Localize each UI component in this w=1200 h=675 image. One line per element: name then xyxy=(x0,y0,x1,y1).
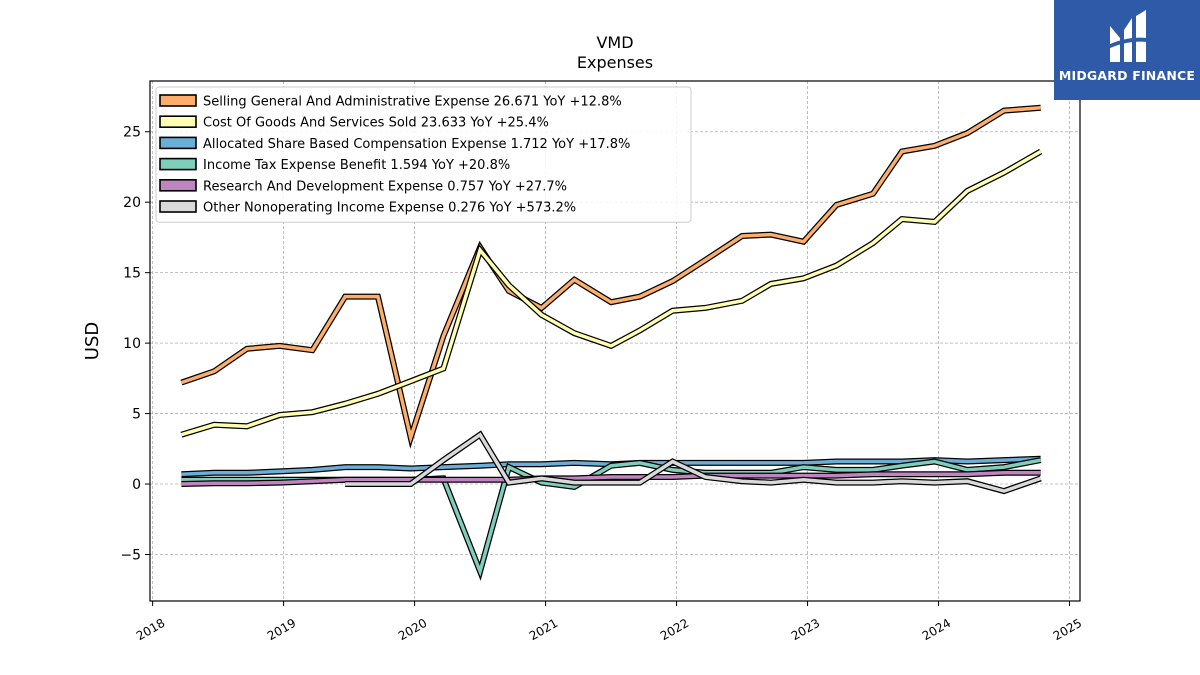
series-lines xyxy=(180,104,1043,581)
series-line-stroke xyxy=(345,432,1042,493)
chart-title: VMD xyxy=(596,33,633,52)
legend-swatch xyxy=(159,115,197,128)
series-line-5 xyxy=(181,469,1041,487)
legend: Selling General And Administrative Expen… xyxy=(155,86,692,223)
midgard-finance-logo: MIDGARD FINANCE xyxy=(1054,0,1200,100)
y-tick-label: 10 xyxy=(123,336,141,352)
series-line-stroke xyxy=(180,149,1042,437)
plot-frame xyxy=(149,80,1081,602)
series-line-2 xyxy=(180,148,1043,438)
legend-entry: Cost Of Goods And Services Sold 23.633 Y… xyxy=(203,116,549,131)
legend-swatch xyxy=(159,94,197,107)
y-tick-label: −5 xyxy=(120,547,141,563)
series-line-stroke xyxy=(181,471,1041,486)
x-tick-label: 2023 xyxy=(789,616,822,643)
x-tick-label: 2025 xyxy=(1051,616,1084,643)
legend-entry: Other Nonoperating Income Expense 0.276 … xyxy=(203,201,576,216)
chart-subtitle: Expenses xyxy=(577,53,653,72)
legend-swatch xyxy=(159,136,197,150)
legend-swatch xyxy=(159,179,197,192)
x-tick-label: 2022 xyxy=(658,616,691,643)
legend-swatch xyxy=(159,200,197,213)
series-line-stroke xyxy=(180,106,1041,445)
x-tick-label: 2020 xyxy=(396,616,429,643)
logo-mark-icon xyxy=(1106,10,1148,62)
legend-entry: Research And Development Expense 0.757 Y… xyxy=(203,179,567,194)
series-line-1 xyxy=(180,104,1041,449)
legend-entry: Income Tax Expense Benefit 1.594 YoY +20… xyxy=(203,158,510,173)
y-axis-label: USD xyxy=(82,322,103,360)
legend-entry: Allocated Share Based Compensation Expen… xyxy=(203,137,630,152)
y-tick-label: 5 xyxy=(132,407,141,423)
x-tick-label: 2019 xyxy=(265,616,298,643)
series-line-6 xyxy=(345,430,1042,495)
legend-box xyxy=(155,86,692,223)
legend-swatch xyxy=(159,157,197,171)
y-tick-label: 15 xyxy=(123,266,141,282)
x-tick-label: 2024 xyxy=(920,616,953,643)
x-tick-label: 2021 xyxy=(527,616,560,643)
y-tick-label: 0 xyxy=(132,477,141,493)
y-tick-label: 20 xyxy=(123,195,141,211)
logo-text: MIDGARD FINANCE xyxy=(1058,68,1196,83)
x-tick-label: 2018 xyxy=(134,616,167,643)
y-tick-label: 25 xyxy=(123,125,141,141)
legend-entry: Selling General And Administrative Expen… xyxy=(203,95,622,110)
